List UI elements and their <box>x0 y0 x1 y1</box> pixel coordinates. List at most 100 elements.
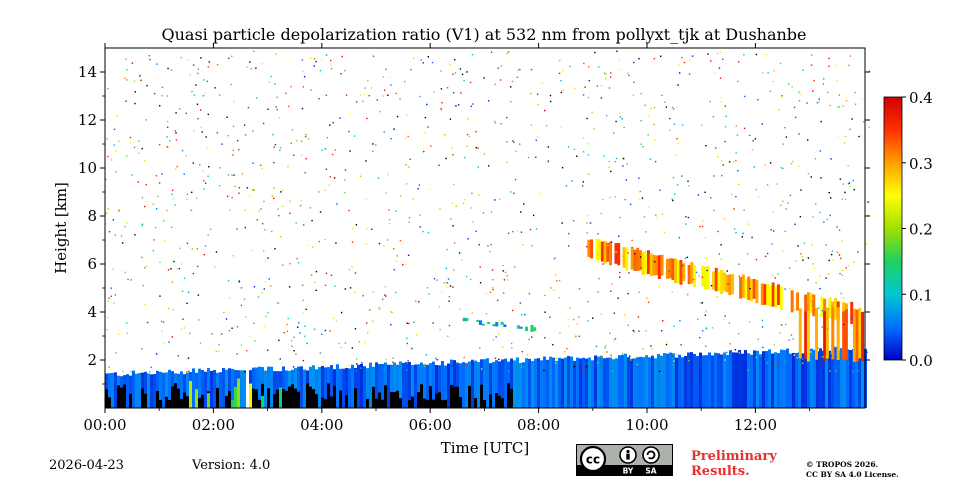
boundary-layer-cell <box>132 370 135 408</box>
noise-speckle <box>645 297 648 299</box>
noise-speckle <box>663 231 666 234</box>
noise-speckle <box>802 69 804 72</box>
cc-icon-text: cc <box>586 453 600 467</box>
noise-speckle <box>471 53 474 56</box>
noise-speckle <box>260 208 262 210</box>
boundary-layer-cell <box>273 371 276 408</box>
boundary-layer-cell <box>525 358 528 408</box>
noise-speckle <box>326 136 329 139</box>
noise-speckle <box>568 146 570 148</box>
noise-speckle <box>118 140 120 142</box>
noise-speckle <box>366 322 368 324</box>
noise-speckle <box>753 166 756 168</box>
noise-speckle <box>255 67 257 69</box>
elevated-dust-layer-cell <box>590 239 594 259</box>
noise-speckle <box>803 242 806 244</box>
noise-speckle <box>445 157 447 160</box>
boundary-layer-cell <box>684 356 687 408</box>
boundary-layer-cell <box>597 356 600 408</box>
noise-speckle <box>422 62 424 64</box>
noise-speckle <box>124 225 126 228</box>
cc-badge-strip <box>577 465 672 475</box>
noise-speckle <box>586 117 588 120</box>
noise-speckle <box>266 349 269 351</box>
noise-speckle <box>688 185 690 187</box>
noise-speckle <box>202 170 204 172</box>
noise-speckle <box>253 286 256 288</box>
noise-speckle <box>108 231 111 233</box>
noise-speckle <box>276 108 278 111</box>
noise-speckle <box>721 160 723 162</box>
noise-speckle <box>554 274 557 276</box>
noise-speckle <box>785 208 787 210</box>
noise-speckle <box>676 353 678 356</box>
noise-speckle <box>492 278 494 281</box>
boundary-layer-cell <box>669 352 672 408</box>
noise-speckle <box>744 95 746 98</box>
noise-speckle <box>678 237 681 239</box>
noise-speckle <box>133 80 136 82</box>
noise-speckle <box>849 128 851 130</box>
noise-speckle <box>614 338 617 340</box>
dense-aerosol-cell <box>483 399 486 408</box>
boundary-layer-cell <box>396 364 399 408</box>
noise-speckle <box>288 286 291 288</box>
noise-speckle <box>122 371 124 373</box>
dense-aerosol-cell <box>225 395 228 408</box>
boundary-layer-cell <box>378 364 381 408</box>
boundary-layer-cell <box>849 350 852 408</box>
noise-speckle <box>539 193 542 195</box>
noise-speckle <box>307 137 310 140</box>
dense-aerosol-cell <box>453 386 456 408</box>
noise-speckle <box>773 343 775 346</box>
noise-speckle <box>264 229 266 231</box>
dense-aerosol-cell <box>474 398 477 408</box>
noise-speckle <box>629 203 632 206</box>
elevated-dust-layer-cell <box>739 277 743 299</box>
noise-speckle <box>425 354 428 356</box>
noise-speckle <box>166 136 168 138</box>
noise-speckle <box>558 72 561 75</box>
dense-aerosol-cell <box>108 397 111 408</box>
noise-speckle <box>498 198 501 201</box>
boundary-layer-cell <box>243 370 246 408</box>
noise-speckle <box>544 294 546 297</box>
noise-speckle <box>784 126 786 129</box>
noise-speckle <box>506 141 508 143</box>
noise-speckle <box>170 268 172 270</box>
noise-speckle <box>631 246 634 249</box>
boundary-layer-cell <box>690 352 693 408</box>
noise-speckle <box>312 246 314 248</box>
noise-speckle <box>755 356 758 359</box>
noise-speckle <box>450 218 452 220</box>
noise-speckle <box>867 214 870 216</box>
noise-speckle <box>642 348 644 350</box>
boundary-layer-cell <box>612 359 615 408</box>
noise-speckle <box>553 289 555 291</box>
noise-speckle <box>627 72 629 74</box>
noise-speckle <box>665 343 668 346</box>
noise-speckle <box>399 98 401 100</box>
noise-speckle <box>301 59 304 61</box>
noise-speckle <box>832 314 835 316</box>
boundary-layer-cell <box>393 362 396 408</box>
noise-speckle <box>269 285 272 287</box>
elevated-dust-layer-cell <box>771 282 775 307</box>
noise-speckle <box>366 228 369 230</box>
noise-speckle <box>453 242 456 244</box>
noise-speckle <box>735 159 737 162</box>
noise-speckle <box>818 101 820 103</box>
noise-speckle <box>268 202 270 205</box>
noise-speckle <box>498 319 500 321</box>
noise-speckle <box>289 212 291 215</box>
noise-speckle <box>310 89 312 91</box>
noise-speckle <box>748 321 751 323</box>
noise-speckle <box>645 330 647 332</box>
noise-speckle <box>528 360 530 362</box>
chart-title: Quasi particle depolarization ratio (V1)… <box>161 25 807 44</box>
noise-speckle <box>145 265 148 267</box>
noise-speckle <box>424 131 426 134</box>
noise-speckle <box>267 311 269 314</box>
y-tick-label: 8 <box>87 207 97 225</box>
boundary-layer-cell <box>762 351 765 408</box>
